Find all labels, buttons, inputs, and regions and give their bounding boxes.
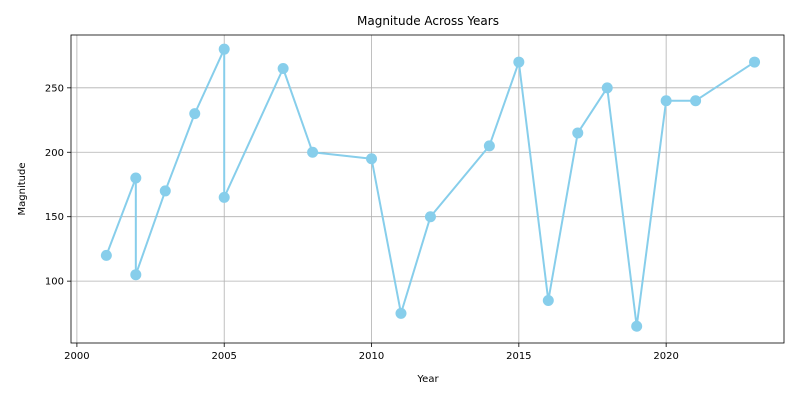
data-point xyxy=(424,211,436,223)
data-point xyxy=(601,82,613,94)
data-point xyxy=(366,153,378,165)
x-tick-label: 2020 xyxy=(653,351,678,362)
x-axis-label: Year xyxy=(416,374,439,385)
series-line-group xyxy=(100,43,761,332)
data-point xyxy=(159,185,171,197)
data-point xyxy=(542,294,554,306)
series-line xyxy=(105,48,756,328)
data-point xyxy=(631,320,643,332)
data-point xyxy=(130,269,142,281)
chart-title: Magnitude Across Years xyxy=(357,14,499,28)
y-tick-label: 150 xyxy=(45,212,64,223)
data-point xyxy=(660,95,672,107)
grid-lines xyxy=(71,35,784,343)
y-tick-label: 100 xyxy=(45,277,64,288)
data-point xyxy=(130,172,142,184)
data-point xyxy=(218,43,230,55)
y-axis-label: Magnitude xyxy=(17,163,28,216)
plot-frame xyxy=(70,34,785,344)
x-tick-label: 2015 xyxy=(506,351,531,362)
x-tick-label: 2005 xyxy=(211,351,236,362)
y-tick-label: 200 xyxy=(45,148,64,159)
data-point xyxy=(100,249,112,261)
x-axis-ticks: 2000 2005 2010 2015 2020 xyxy=(64,343,679,362)
data-point xyxy=(277,63,289,75)
data-point xyxy=(218,191,230,203)
data-point xyxy=(189,108,201,120)
y-axis-ticks: 100 150 200 250 xyxy=(45,83,71,288)
data-point xyxy=(483,140,495,152)
data-point xyxy=(307,146,319,158)
data-point xyxy=(513,56,525,68)
data-point xyxy=(395,307,407,319)
data-point xyxy=(690,95,702,107)
data-point xyxy=(572,127,584,139)
x-tick-label: 2000 xyxy=(64,351,89,362)
x-tick-label: 2010 xyxy=(359,351,384,362)
data-point xyxy=(749,56,761,68)
y-tick-label: 250 xyxy=(45,83,64,94)
